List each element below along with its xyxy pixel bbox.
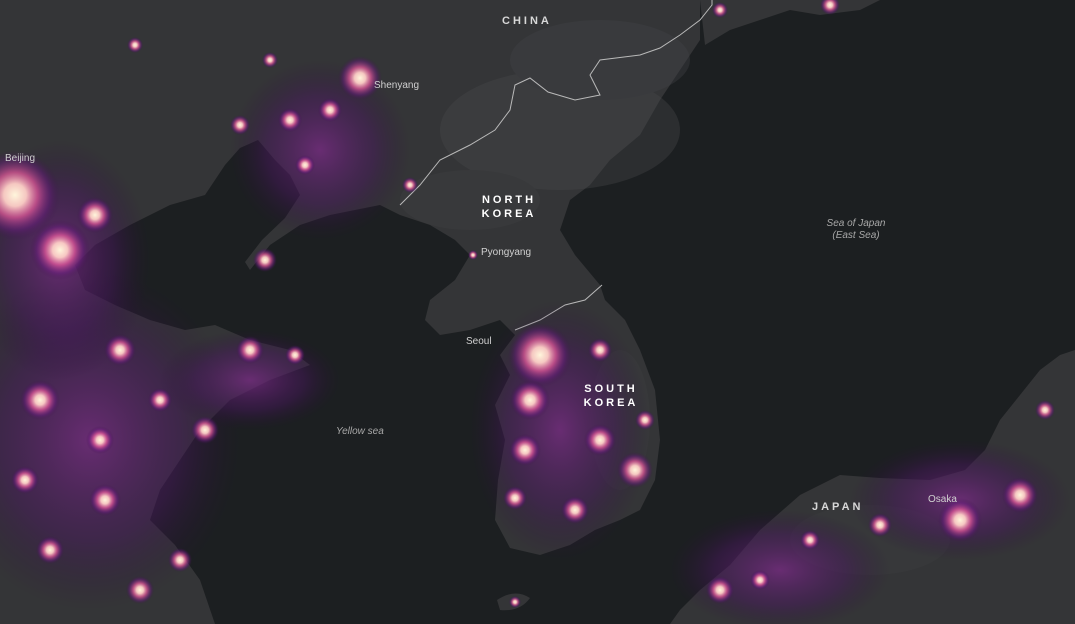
label-north-korea: NORTH KOREA (478, 193, 540, 221)
label-beijing: Beijing (5, 153, 36, 164)
label-china: CHINA (502, 15, 552, 27)
city-lights (0, 0, 1055, 608)
label-osaka: Osaka (928, 494, 957, 505)
label-sea-of-japan-line2: (East Sea) (832, 230, 880, 241)
label-south-korea-line1: SOUTH (584, 383, 638, 395)
label-north-korea-line1: NORTH (481, 194, 537, 206)
label-sea-of-japan: Sea of Japan (East Sea) (825, 218, 887, 242)
label-north-korea-line2: KOREA (481, 208, 537, 220)
label-south-korea-line2: KOREA (583, 397, 639, 409)
border-china-north-korea (399, 0, 713, 206)
label-sea-of-japan-line1: Sea of Japan (826, 218, 886, 229)
label-pyongyang: Pyongyang (481, 247, 532, 258)
label-seoul: Seoul (466, 336, 492, 347)
label-japan: JAPAN (812, 501, 864, 513)
label-south-korea: SOUTH KOREA (580, 382, 642, 410)
label-shenyang: Shenyang (374, 80, 420, 91)
label-yellow-sea: Yellow sea (336, 426, 384, 437)
